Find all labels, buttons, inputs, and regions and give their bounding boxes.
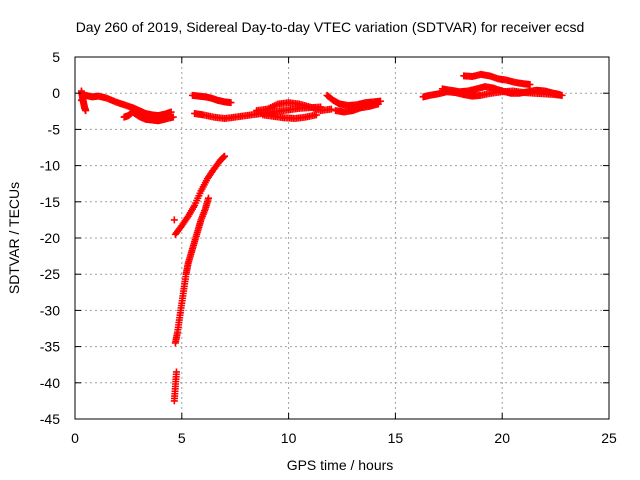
- data-point: [312, 111, 320, 119]
- data-point: [526, 81, 534, 89]
- y-tick-label: -15: [40, 194, 60, 210]
- data-point: [82, 107, 90, 115]
- x-axis-label: GPS time / hours: [287, 457, 394, 473]
- series-arc5: [191, 103, 325, 123]
- x-tick-label: 10: [281, 430, 297, 446]
- x-tick-label: 20: [494, 430, 510, 446]
- data-point: [170, 216, 178, 224]
- x-tick-label: 15: [388, 430, 404, 446]
- series-arc11: [438, 83, 564, 99]
- y-tick-label: 5: [52, 49, 60, 65]
- chart-title: Day 260 of 2019, Sidereal Day-to-day VTE…: [76, 19, 585, 35]
- data-point: [227, 99, 235, 107]
- axis-ticks: 0 5 10 15 20 25 5 0 -5 -10 -15 -20 -25 -30 -35 -40 -45: [40, 49, 617, 446]
- series-arc16: [170, 216, 178, 224]
- data-point: [374, 100, 382, 108]
- y-tick-label: -45: [40, 411, 60, 427]
- y-tick-label: 0: [52, 85, 60, 101]
- data-point: [172, 368, 180, 376]
- series-arc9: [332, 100, 382, 116]
- data-point: [556, 91, 564, 99]
- data-point: [205, 194, 212, 202]
- data-point: [221, 152, 229, 160]
- y-tick-label: -10: [40, 158, 60, 174]
- y-tick-label: -5: [48, 121, 61, 137]
- y-tick-label: -35: [40, 339, 60, 355]
- series-arc7: [259, 111, 320, 123]
- y-axis-label: SDTVAR / TECUs: [6, 182, 22, 294]
- y-tick-label: -40: [40, 375, 60, 391]
- data-point: [169, 113, 177, 121]
- series-arc6: [253, 99, 335, 115]
- series-arc13: [171, 152, 229, 238]
- series-arc4: [188, 91, 235, 107]
- data-point: [327, 105, 335, 113]
- series-arc12: [460, 70, 534, 89]
- series-arc3: [120, 108, 177, 125]
- x-tick-label: 5: [178, 430, 186, 446]
- y-tick-label: -20: [40, 230, 60, 246]
- series-arc15: [170, 368, 180, 405]
- y-tick-label: -30: [40, 302, 60, 318]
- x-tick-label: 0: [71, 430, 79, 446]
- series-arc2: [77, 87, 90, 115]
- y-tick-label: -25: [40, 266, 60, 282]
- series-arc14: [171, 194, 212, 347]
- x-tick-label: 25: [601, 430, 617, 446]
- data-series: [77, 70, 566, 405]
